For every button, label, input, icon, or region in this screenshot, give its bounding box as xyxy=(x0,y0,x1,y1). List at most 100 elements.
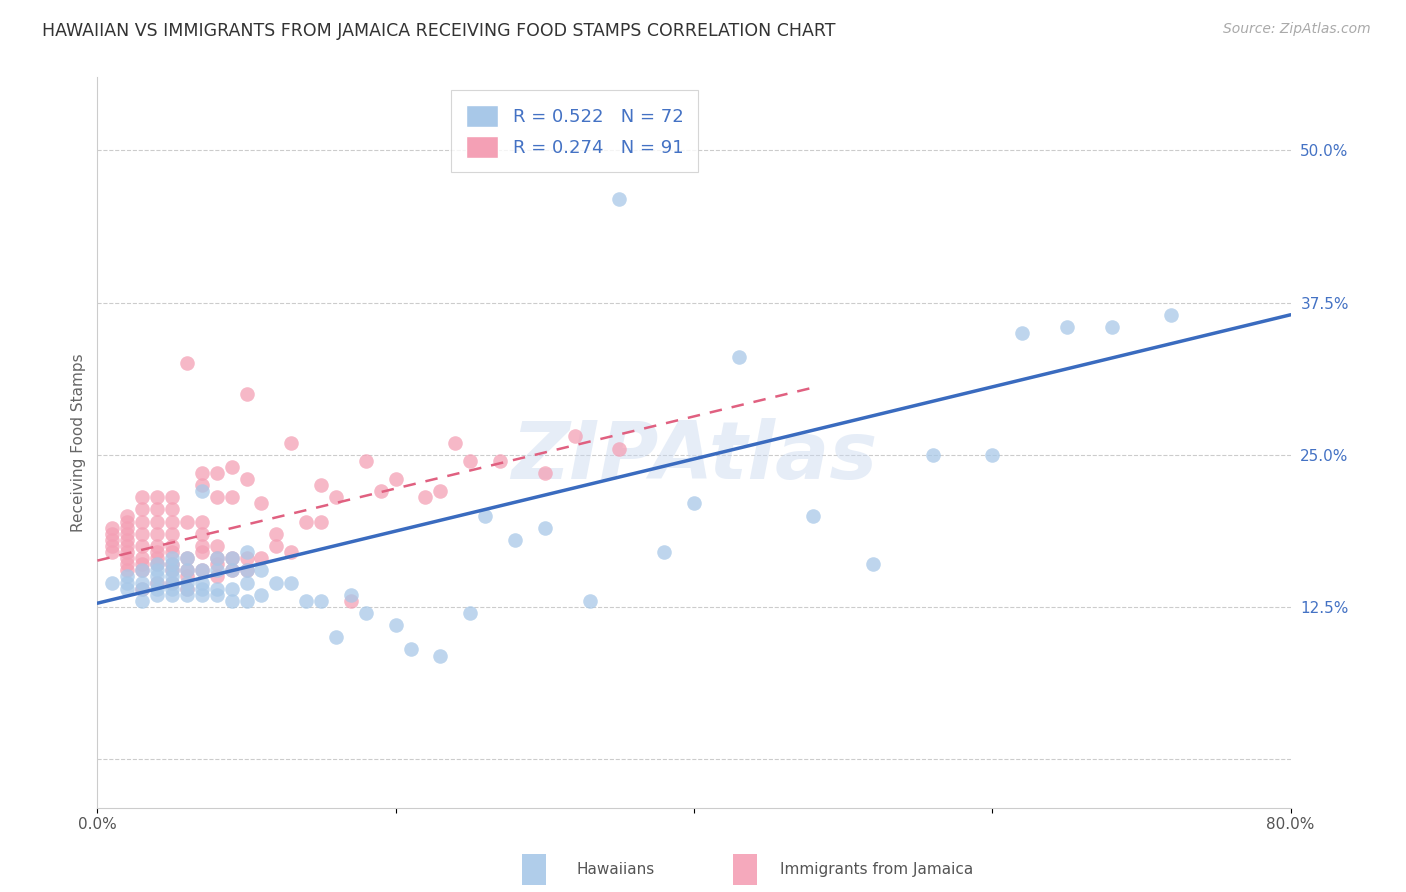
Point xyxy=(280,435,302,450)
Point xyxy=(205,582,228,596)
Text: Source: ZipAtlas.com: Source: ZipAtlas.com xyxy=(1223,22,1371,37)
Point xyxy=(115,508,138,523)
Point xyxy=(266,526,288,541)
Point xyxy=(176,551,198,566)
Point xyxy=(458,454,481,468)
Point xyxy=(862,558,884,572)
Point xyxy=(250,496,273,510)
Point xyxy=(221,551,243,566)
Point xyxy=(250,563,273,577)
Point xyxy=(131,563,153,577)
Point xyxy=(176,582,198,596)
Point xyxy=(235,472,257,486)
Point xyxy=(146,502,169,516)
Point xyxy=(146,563,169,577)
Point xyxy=(176,563,198,577)
Point xyxy=(131,526,153,541)
Point xyxy=(146,551,169,566)
Point xyxy=(489,454,512,468)
Point xyxy=(160,551,183,566)
Point xyxy=(266,539,288,553)
Point xyxy=(131,563,153,577)
Point xyxy=(131,551,153,566)
Point xyxy=(221,594,243,608)
Point xyxy=(160,545,183,559)
Text: Hawaiians: Hawaiians xyxy=(576,863,655,877)
Point xyxy=(309,478,332,492)
Point xyxy=(101,521,124,535)
Point xyxy=(533,521,555,535)
Point xyxy=(131,582,153,596)
Point xyxy=(727,351,749,365)
Point xyxy=(160,539,183,553)
Point xyxy=(190,526,212,541)
Point xyxy=(176,551,198,566)
Point xyxy=(160,491,183,505)
Point xyxy=(1011,326,1033,340)
Point xyxy=(235,563,257,577)
Point xyxy=(280,575,302,590)
Point xyxy=(131,539,153,553)
Point xyxy=(190,563,212,577)
Point xyxy=(444,435,467,450)
Point xyxy=(190,545,212,559)
Point xyxy=(280,545,302,559)
Point xyxy=(250,588,273,602)
Point xyxy=(340,588,363,602)
Point xyxy=(146,582,169,596)
Point xyxy=(578,594,600,608)
Point xyxy=(1101,320,1123,334)
Point xyxy=(221,459,243,474)
Point xyxy=(1160,308,1182,322)
Point xyxy=(205,539,228,553)
Point xyxy=(115,521,138,535)
Point xyxy=(609,192,631,206)
Point xyxy=(101,575,124,590)
Point xyxy=(146,588,169,602)
Point xyxy=(415,491,437,505)
Point xyxy=(176,515,198,529)
Point xyxy=(429,484,451,499)
Point xyxy=(458,606,481,620)
Point xyxy=(131,558,153,572)
Point xyxy=(205,551,228,566)
Point xyxy=(190,588,212,602)
Point xyxy=(131,582,153,596)
Point xyxy=(354,606,377,620)
Point xyxy=(205,466,228,480)
Point xyxy=(190,582,212,596)
Point xyxy=(1056,320,1078,334)
Point xyxy=(205,588,228,602)
Point xyxy=(146,491,169,505)
Point xyxy=(160,575,183,590)
Point xyxy=(160,569,183,583)
Point xyxy=(205,551,228,566)
Point xyxy=(146,558,169,572)
Point xyxy=(399,642,422,657)
Point xyxy=(160,526,183,541)
Point xyxy=(160,588,183,602)
Point xyxy=(115,582,138,596)
Point xyxy=(340,594,363,608)
Y-axis label: Receiving Food Stamps: Receiving Food Stamps xyxy=(72,353,86,532)
Point xyxy=(205,569,228,583)
Point xyxy=(190,478,212,492)
Point xyxy=(205,558,228,572)
Point xyxy=(370,484,392,499)
Point xyxy=(160,582,183,596)
Point xyxy=(160,563,183,577)
Point xyxy=(176,563,198,577)
Point xyxy=(101,533,124,547)
Point xyxy=(221,582,243,596)
Point xyxy=(131,575,153,590)
Point xyxy=(221,551,243,566)
Point xyxy=(981,448,1004,462)
Point xyxy=(146,539,169,553)
Point xyxy=(176,356,198,370)
Point xyxy=(101,526,124,541)
Point xyxy=(160,502,183,516)
Point xyxy=(115,526,138,541)
Legend: R = 0.522   N = 72, R = 0.274   N = 91: R = 0.522 N = 72, R = 0.274 N = 91 xyxy=(451,90,697,172)
Text: ZIPAtlas: ZIPAtlas xyxy=(510,418,877,496)
Point xyxy=(190,575,212,590)
